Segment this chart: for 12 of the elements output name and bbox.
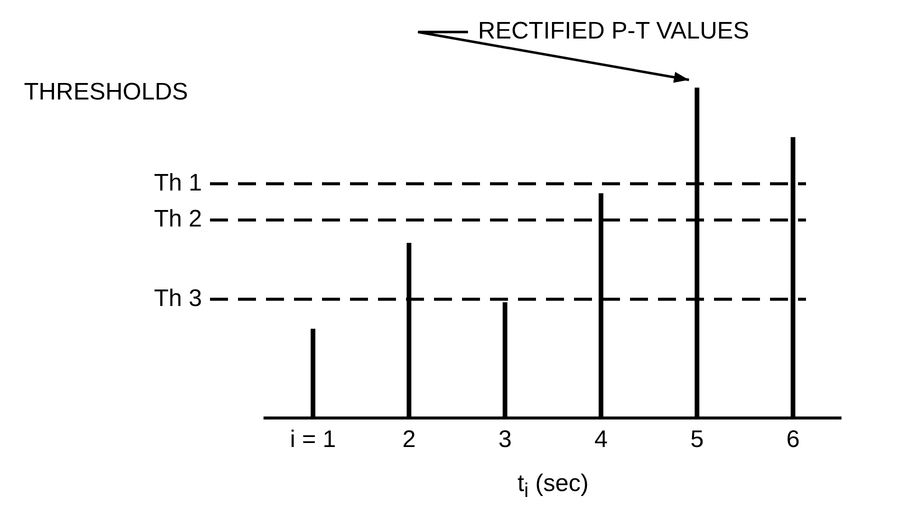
x-tick-label: 6 <box>786 426 800 454</box>
x-tick-label: 5 <box>690 426 704 454</box>
x-tick-label: i = 1 <box>290 426 336 454</box>
text: THRESHOLDS <box>24 78 188 106</box>
annotation: RECTIFIED P-T VALUES <box>478 18 750 45</box>
ref-line-label: Th 3 <box>154 284 202 312</box>
x-tick-label: 3 <box>498 426 512 454</box>
x-tick-label: 4 <box>594 426 608 454</box>
x-axis-title: t$_{i}$ (sec) <box>516 470 590 503</box>
ref-line-label: Th 1 <box>154 169 202 196</box>
x-tick-label: 2 <box>402 426 416 454</box>
ref-line-label: Th 2 <box>154 206 202 233</box>
